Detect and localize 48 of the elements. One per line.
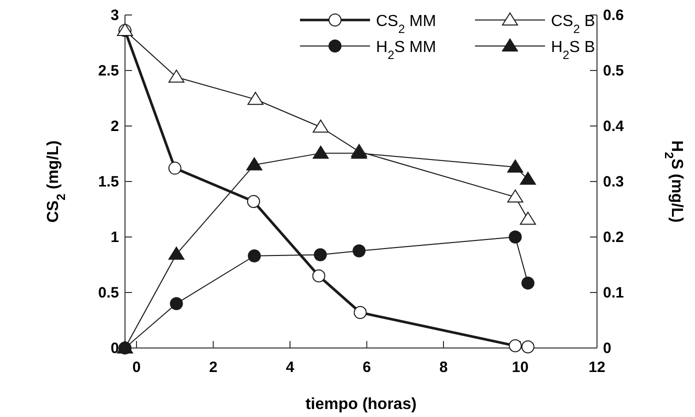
point	[170, 297, 183, 310]
x-tick-label: 2	[209, 359, 218, 376]
point	[168, 162, 182, 175]
point	[168, 70, 184, 83]
point	[248, 249, 261, 262]
x-tick-label: 0	[132, 359, 141, 376]
point	[352, 244, 366, 258]
point	[247, 194, 260, 208]
point	[521, 340, 534, 354]
y-tick-label: 2	[110, 118, 119, 135]
point	[312, 120, 329, 133]
legend-label: H$_{2}$S B	[551, 39, 596, 62]
point	[520, 212, 536, 225]
point	[247, 92, 264, 105]
point	[246, 157, 262, 170]
point	[168, 246, 184, 260]
y2-tick-label: 0.5	[603, 62, 624, 80]
point	[354, 306, 367, 319]
point	[520, 172, 536, 185]
y2-tick-label: 0.2	[603, 229, 624, 246]
point	[508, 339, 522, 352]
x-tick-label: 8	[439, 359, 448, 376]
x-tick-label: 12	[588, 359, 606, 376]
y-tick-label: 3	[110, 7, 119, 24]
point	[508, 230, 522, 244]
y2-tick-label: 0.6	[603, 7, 624, 24]
legend-label: H$_{2}$S MM	[376, 39, 436, 62]
y-tick-label: 2.5	[98, 62, 119, 80]
point	[312, 146, 329, 159]
x-axis-title: tiempo (horas)	[305, 396, 417, 413]
legend-label: CS$_{2}$ MM	[376, 13, 436, 36]
x-tick-label: 4	[286, 359, 295, 376]
y2-tick-label: 0	[603, 340, 612, 357]
point	[521, 276, 534, 290]
point	[312, 269, 326, 282]
legend-label: CS$_{2}$ B	[551, 13, 596, 36]
point	[314, 248, 327, 262]
y-tick-label: 0	[110, 340, 119, 357]
y2-tick-label: 0.4	[603, 118, 625, 135]
y-tick-label: 0.5	[98, 284, 119, 302]
x-tick-label: 6	[362, 359, 371, 376]
y2-tick-label: 0.3	[603, 174, 624, 190]
point	[507, 160, 524, 173]
point	[507, 190, 524, 203]
x-tick-label: 10	[512, 359, 529, 376]
y-tick-label: 1.5	[98, 174, 119, 190]
y2-tick-label: 0.1	[603, 284, 624, 302]
y-tick-label: 1	[110, 229, 119, 246]
